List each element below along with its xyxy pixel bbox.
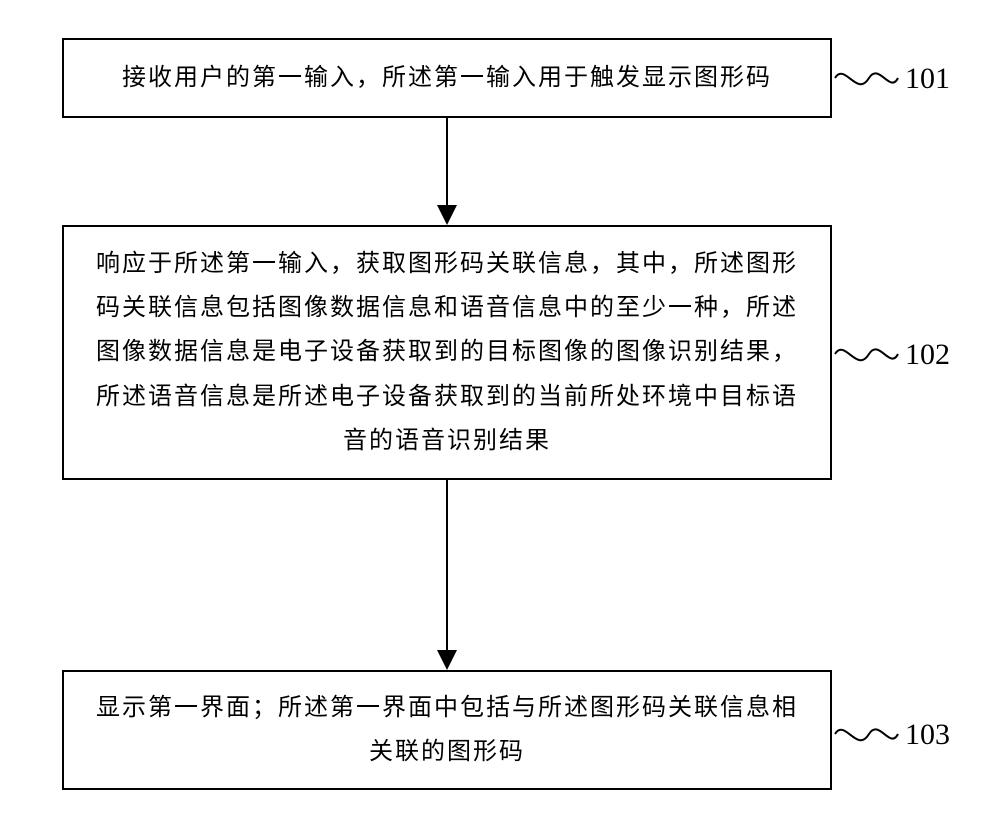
label-103: 103 xyxy=(905,718,950,752)
squiggle-103 xyxy=(835,716,905,756)
squiggle-101 xyxy=(835,60,905,100)
label-text: 102 xyxy=(905,338,950,371)
label-text: 103 xyxy=(905,718,950,751)
label-101: 101 xyxy=(905,62,950,96)
edge-step2-step3 xyxy=(0,0,1000,832)
squiggle-102 xyxy=(835,336,905,376)
label-102: 102 xyxy=(905,338,950,372)
label-text: 101 xyxy=(905,62,950,95)
flowchart-canvas: 接收用户的第一输入，所述第一输入用于触发显示图形码 响应于所述第一输入，获取图形… xyxy=(0,0,1000,832)
